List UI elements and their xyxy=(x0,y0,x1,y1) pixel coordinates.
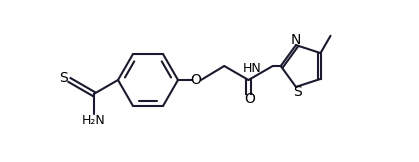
Text: S: S xyxy=(294,85,303,99)
Text: O: O xyxy=(191,73,202,87)
Text: HN: HN xyxy=(243,62,262,75)
Text: O: O xyxy=(244,92,255,106)
Text: H₂N: H₂N xyxy=(82,114,106,127)
Text: N: N xyxy=(291,33,301,47)
Text: S: S xyxy=(59,71,68,85)
